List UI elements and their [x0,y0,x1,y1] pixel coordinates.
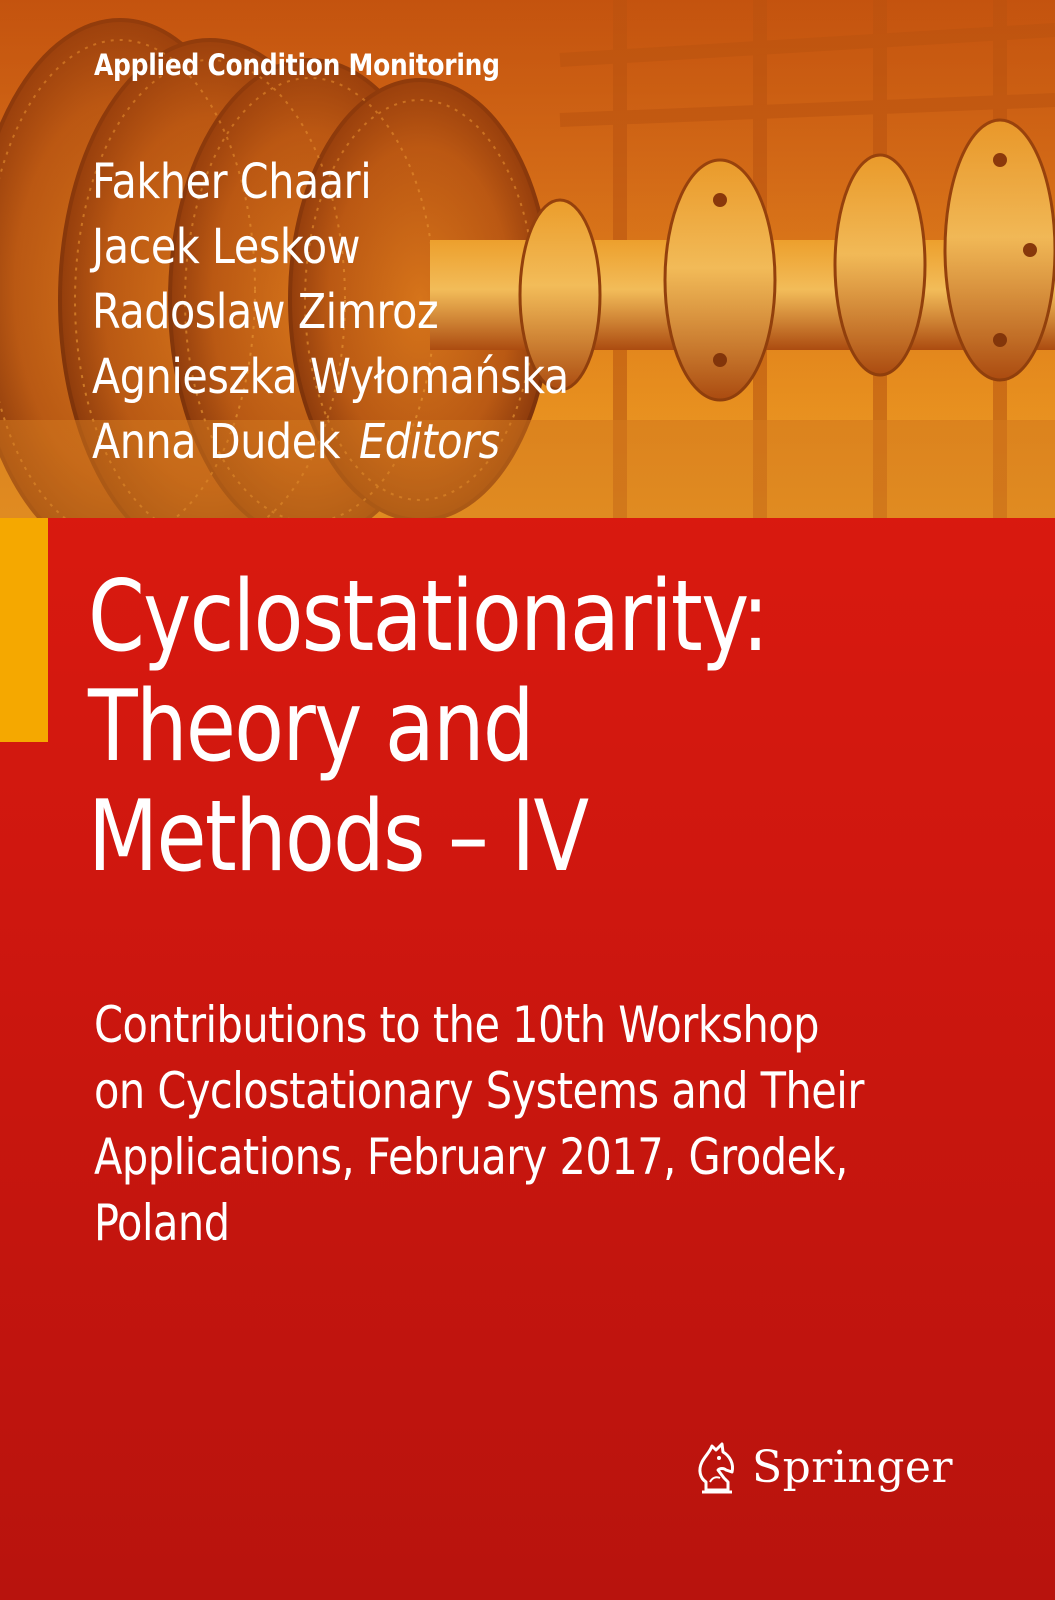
editor-name: Fakher Chaari [92,154,372,210]
chess-knight-icon [698,1442,734,1494]
publisher-logo: Springer [692,1438,953,1496]
editor-name: Jacek Leskow [92,219,361,275]
subtitle-line: Contributions to the 10th Workshop [94,996,820,1054]
title-line: Cyclostationarity: [88,560,769,674]
subtitle-line: Applications, February 2017, Grodek, [94,1128,848,1186]
editor-name: Radoslaw Zimroz [92,284,439,340]
subtitle-line: on Cyclostationary Systems and Their [94,1062,864,1120]
editor-name: Anna Dudek [92,414,341,470]
editors-list: Fakher Chaari Jacek Leskow Radoslaw Zimr… [92,150,646,475]
cover-photo [0,0,1055,518]
title-line: Methods – IV [88,780,589,894]
subtitle-line: Poland [94,1194,230,1252]
book-subtitle: Contributions to the 10th Workshop on Cy… [94,992,1022,1256]
title-line: Theory and [88,670,535,784]
book-title: Cyclostationarity: Theory and Methods – … [88,562,907,892]
editor-name-last: Anna Dudek Editors [92,410,569,475]
publisher-name: Springer [752,1441,953,1493]
editor-name: Agnieszka Wyłomańska [92,349,569,405]
turbine-rotor-photo [0,0,1055,518]
editors-suffix: Editors [359,414,500,470]
accent-bar [0,518,48,742]
series-title: Applied Condition Monitoring [94,48,500,82]
